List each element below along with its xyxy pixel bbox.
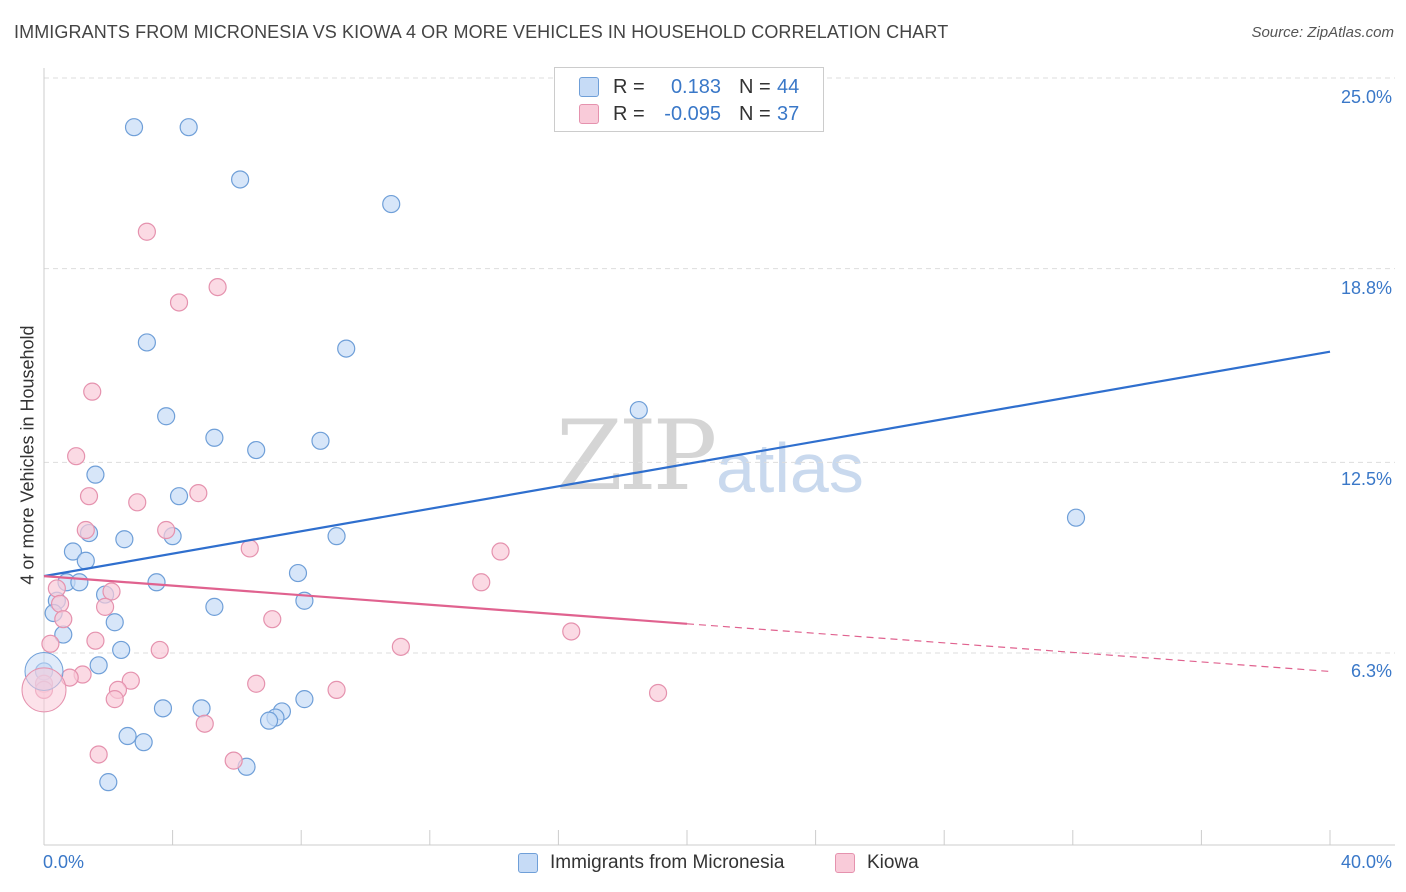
data-point-kiowa: [137, 222, 156, 241]
data-point-micronesia: [63, 542, 83, 561]
data-point-kiowa: [195, 714, 214, 733]
watermark-atlas: atlas: [716, 429, 864, 507]
series-legend: Immigrants from Micronesia Kiowa: [0, 852, 1406, 878]
data-point-micronesia: [231, 170, 250, 189]
correlation-legend: R = 0.183 N = 44 R = -0.095 N = 37: [554, 67, 824, 132]
legend-r-label: R =: [613, 75, 645, 98]
legend-swatch-blue: [579, 77, 599, 97]
trend-line-extension-kiowa: [686, 623, 1331, 673]
data-point-kiowa: [105, 690, 124, 709]
data-point-micronesia: [89, 656, 108, 675]
data-point-kiowa: [472, 573, 491, 592]
data-point-micronesia: [99, 773, 118, 792]
data-point-micronesia: [157, 407, 176, 426]
data-point-kiowa: [224, 751, 243, 770]
y-axis-label: 4 or more Vehicles in Household: [17, 325, 38, 585]
data-point-micronesia: [169, 487, 189, 506]
data-point-micronesia: [124, 118, 144, 137]
data-point-kiowa: [128, 493, 147, 512]
data-point-kiowa: [95, 597, 115, 616]
legend-swatch-pink: [579, 104, 599, 124]
x-tick-label-left: 0.0%: [43, 852, 85, 872]
data-point-kiowa: [89, 745, 108, 764]
legend-n-label: N =: [739, 102, 771, 125]
y-tick-label: 25.0%: [1340, 87, 1392, 107]
trend-line-micronesia: [43, 350, 1331, 578]
data-point-kiowa: [47, 579, 66, 598]
data-point-micronesia: [247, 440, 266, 460]
data-point-micronesia: [70, 573, 89, 592]
source-label[interactable]: Source: ZipAtlas.com: [1251, 24, 1394, 41]
data-point-micronesia: [137, 333, 156, 352]
data-point-kiowa: [102, 582, 121, 601]
data-point-kiowa: [41, 634, 60, 653]
data-point-micronesia: [311, 431, 330, 450]
legend-r-value: -0.095: [664, 102, 721, 125]
data-point-kiowa: [86, 631, 105, 650]
data-point-micronesia: [86, 465, 105, 484]
legend-r-label: R =: [613, 102, 645, 125]
legend-n-value: 37: [777, 102, 800, 125]
y-tick-label: 12.5%: [1340, 469, 1392, 489]
data-point-micronesia: [629, 400, 648, 420]
data-point-micronesia: [112, 640, 131, 660]
data-point-kiowa: [562, 622, 581, 641]
data-point-micronesia: [147, 573, 166, 592]
legend-r-value: 0.183: [670, 75, 721, 98]
data-point-micronesia: [179, 118, 198, 137]
data-point-kiowa: [491, 542, 510, 561]
data-point-micronesia: [259, 711, 279, 730]
legend-label-micronesia: Immigrants from Micronesia: [550, 852, 785, 873]
data-point-micronesia: [153, 699, 173, 718]
data-point-micronesia: [295, 690, 314, 709]
data-point-kiowa: [50, 594, 70, 613]
data-point-kiowa: [189, 484, 208, 503]
data-point-micronesia: [192, 699, 211, 718]
chart-title: IMMIGRANTS FROM MICRONESIA VS KIOWA 4 OR…: [14, 22, 949, 42]
data-point-kiowa: [67, 447, 86, 466]
data-point-micronesia: [115, 530, 134, 549]
data-point-micronesia: [205, 597, 224, 616]
data-point-micronesia: [105, 613, 124, 632]
data-point-kiowa: [79, 487, 99, 506]
legend-swatch-blue: [518, 853, 538, 873]
data-point-kiowa: [648, 683, 668, 703]
data-point-kiowa: [247, 674, 266, 693]
data-point-kiowa: [21, 667, 67, 713]
data-point-kiowa: [150, 640, 169, 660]
data-point-micronesia: [288, 563, 308, 583]
data-point-kiowa: [263, 610, 282, 629]
legend-row-kiowa: R = -0.095 N = 37: [579, 101, 799, 127]
data-point-micronesia: [327, 527, 346, 546]
legend-label-kiowa: Kiowa: [867, 852, 919, 873]
legend-n-label: N =: [739, 75, 771, 98]
data-point-kiowa: [157, 520, 176, 540]
data-point-kiowa: [54, 610, 73, 629]
data-point-micronesia: [337, 339, 356, 358]
data-point-micronesia: [134, 733, 153, 752]
legend-item-kiowa[interactable]: Kiowa: [835, 852, 919, 874]
y-tick-label: 6.3%: [1350, 661, 1392, 681]
trend-line-kiowa: [43, 575, 688, 625]
data-point-kiowa: [391, 637, 410, 656]
data-point-kiowa: [83, 382, 102, 401]
x-tick-label-right: 40.0%: [1340, 852, 1392, 872]
data-point-kiowa: [121, 671, 140, 690]
y-tick-label: 18.8%: [1340, 278, 1392, 298]
data-point-kiowa: [240, 539, 259, 558]
data-point-micronesia: [382, 194, 401, 214]
data-point-micronesia: [205, 428, 224, 447]
data-point-micronesia: [118, 726, 137, 746]
legend-n-value: 44: [777, 75, 800, 98]
legend-swatch-pink: [835, 853, 855, 873]
data-point-kiowa: [208, 277, 227, 297]
data-point-kiowa: [327, 680, 346, 699]
legend-item-micronesia[interactable]: Immigrants from Micronesia: [518, 852, 784, 874]
data-point-kiowa: [169, 293, 189, 312]
data-point-micronesia: [1066, 508, 1086, 527]
data-point-kiowa: [76, 520, 95, 540]
legend-row-micronesia: R = 0.183 N = 44: [579, 74, 799, 100]
